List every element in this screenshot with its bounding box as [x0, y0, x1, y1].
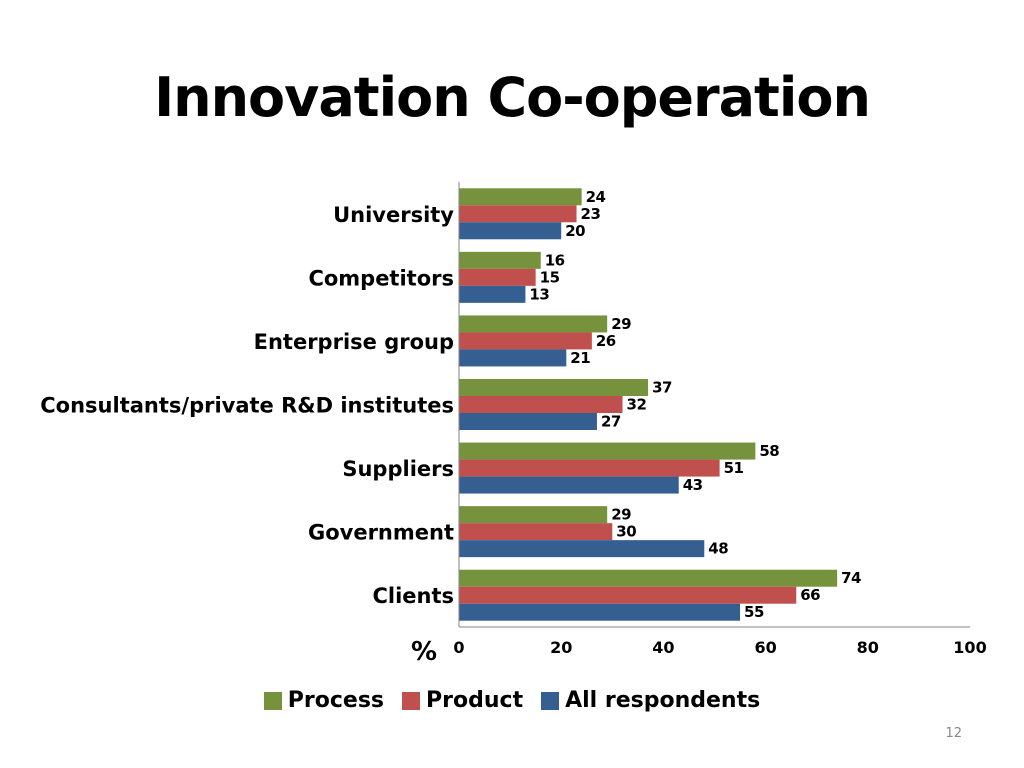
bar-suppliers-all-respondents	[459, 476, 679, 494]
data-label-university-all-respondents: 20	[565, 222, 585, 240]
x-axis-unit-label: %	[411, 637, 437, 667]
bar-clients-product	[459, 586, 797, 604]
bar-competitors-process	[459, 251, 541, 269]
bar-university-product	[459, 205, 577, 223]
category-label-competitors: Competitors	[308, 266, 454, 290]
bar-competitors-all-respondents	[459, 285, 526, 303]
data-label-clients-all-respondents: 55	[744, 603, 764, 621]
category-label-government: Government	[308, 521, 454, 545]
data-label-clients-product: 66	[800, 586, 820, 604]
data-label-enterprise-group-process: 29	[611, 315, 631, 333]
category-label-university: University	[333, 203, 454, 227]
data-label-enterprise-group-all-respondents: 21	[570, 349, 590, 367]
data-label-government-product: 30	[616, 523, 636, 541]
bar-consultants-private-r-d-institutes-process	[459, 379, 649, 396]
x-tick-label: 0	[453, 638, 464, 657]
data-label-consultants-private-r-d-institutes-product: 32	[627, 396, 647, 414]
legend-item-process: Process	[263, 688, 385, 713]
data-label-competitors-process: 16	[545, 251, 565, 269]
bar-consultants-private-r-d-institutes-product	[459, 396, 623, 413]
category-label-consultants-private-r-d-institutes: Consultants/private R&D institutes	[40, 394, 454, 418]
data-label-government-all-respondents: 48	[708, 540, 728, 558]
data-label-clients-process: 74	[841, 569, 861, 587]
data-label-university-product: 23	[581, 205, 601, 223]
legend-swatch	[541, 691, 560, 710]
data-label-consultants-private-r-d-institutes-process: 37	[652, 379, 672, 397]
legend-label: All respondents	[565, 688, 761, 713]
legend-swatch	[263, 691, 282, 710]
page-number: 12	[945, 726, 962, 741]
data-label-government-process: 29	[611, 506, 631, 524]
category-label-clients: Clients	[372, 584, 454, 608]
data-label-competitors-all-respondents: 13	[529, 285, 549, 303]
bar-university-process	[459, 188, 582, 206]
x-tick-label: 20	[550, 638, 572, 657]
data-label-suppliers-product: 51	[724, 459, 744, 477]
x-tick-label: 100	[953, 638, 986, 657]
bar-university-all-respondents	[459, 222, 562, 240]
bar-competitors-product	[459, 268, 536, 286]
legend-label: Product	[426, 688, 524, 713]
x-tick-label: 40	[652, 638, 674, 657]
legend-swatch	[402, 691, 421, 710]
bar-suppliers-process	[459, 442, 756, 460]
legend-item-all-respondents: All respondents	[541, 688, 760, 713]
bar-government-product	[459, 523, 613, 541]
bar-government-process	[459, 506, 608, 524]
bar-enterprise-group-all-respondents	[459, 349, 567, 367]
bar-enterprise-group-process	[459, 315, 608, 333]
legend-label: Process	[287, 688, 385, 713]
bars-layer	[459, 188, 838, 621]
bar-clients-all-respondents	[459, 603, 741, 621]
bar-government-all-respondents	[459, 540, 705, 558]
bar-clients-process	[459, 569, 838, 587]
data-label-suppliers-all-respondents: 43	[683, 476, 703, 494]
legend-item-product: Product	[402, 688, 523, 713]
x-tick-label: 80	[857, 638, 879, 657]
data-label-suppliers-process: 58	[759, 442, 779, 460]
bar-enterprise-group-product	[459, 332, 592, 350]
bar-consultants-private-r-d-institutes-all-respondents	[459, 413, 597, 430]
category-label-suppliers: Suppliers	[342, 457, 454, 481]
category-label-enterprise-group: Enterprise group	[254, 330, 454, 354]
x-tick-label: 60	[754, 638, 776, 657]
x-ticks-layer: 0 20 40 60 80 100	[453, 638, 986, 657]
bar-chart: 242320University161513Competitors292621E…	[40, 182, 987, 667]
labels-layer: 242320University161513Competitors292621E…	[40, 188, 861, 621]
slide-title: Innovation Co-operation	[154, 66, 871, 129]
bar-suppliers-product	[459, 459, 720, 477]
data-label-consultants-private-r-d-institutes-all-respondents: 27	[601, 413, 621, 431]
data-label-competitors-product: 15	[540, 268, 560, 286]
data-label-university-process: 24	[586, 188, 606, 206]
data-label-enterprise-group-product: 26	[596, 332, 616, 350]
legend: Process Product All respondents	[0, 688, 1024, 713]
